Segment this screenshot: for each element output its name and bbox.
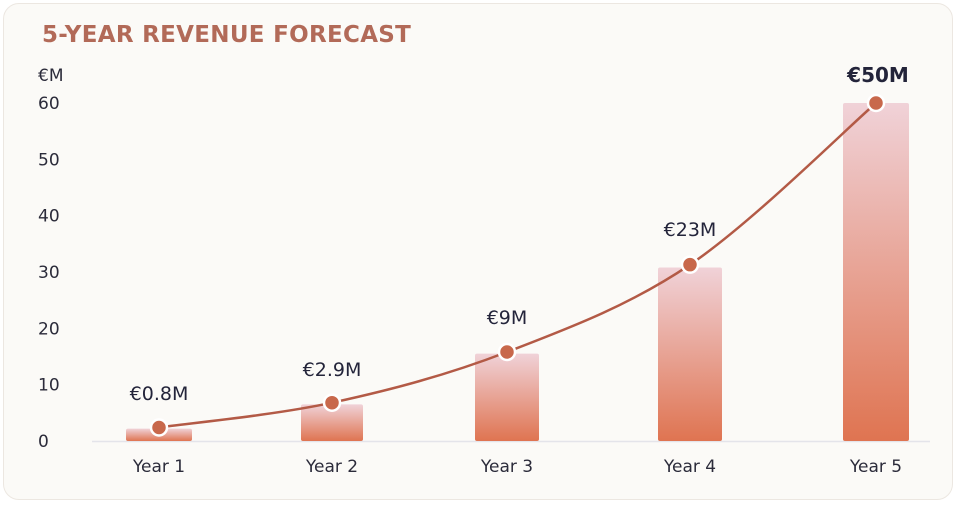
y-tick-label: 0 (38, 432, 49, 452)
x-category-label: Year 4 (663, 457, 716, 477)
data-label-2: €2.9M (303, 359, 362, 381)
x-category-label: Year 1 (132, 457, 185, 477)
data-label-3: €9M (487, 307, 528, 329)
bar-4 (658, 267, 722, 441)
chart-title: 5-YEAR REVENUE FORECAST (42, 22, 412, 48)
x-category-label: Year 3 (480, 457, 533, 477)
y-axis-unit-label: €M (38, 66, 63, 86)
trend-point-4 (680, 255, 700, 274)
bar-5 (843, 103, 909, 441)
y-tick-label: 30 (38, 263, 60, 283)
data-label-4: €23M (664, 219, 717, 241)
bar-2 (301, 404, 363, 441)
x-category-label: Year 5 (849, 457, 902, 477)
trend-point-2 (322, 393, 342, 412)
x-axis-categories: Year 1 Year 2 Year 3 Year 4 Year 5 (132, 457, 902, 477)
y-tick-label: 50 (38, 150, 60, 170)
y-tick-label: 60 (38, 94, 60, 114)
data-label-1: €0.8M (130, 383, 189, 405)
x-category-label: Year 2 (305, 457, 358, 477)
bar-3 (475, 353, 539, 441)
y-axis-ticks: 0 10 20 30 40 50 60 (38, 94, 60, 452)
trend-point-5 (866, 93, 886, 113)
y-tick-label: 40 (38, 207, 60, 227)
trend-point-3 (497, 342, 517, 362)
y-tick-label: 10 (38, 376, 60, 396)
data-labels: €0.8M €2.9M €9M €23M €50M (130, 63, 909, 405)
y-tick-label: 20 (38, 319, 60, 339)
data-label-5: €50M (846, 63, 909, 87)
trend-points (149, 93, 886, 437)
trend-point-1 (149, 418, 169, 437)
bars (126, 103, 909, 441)
